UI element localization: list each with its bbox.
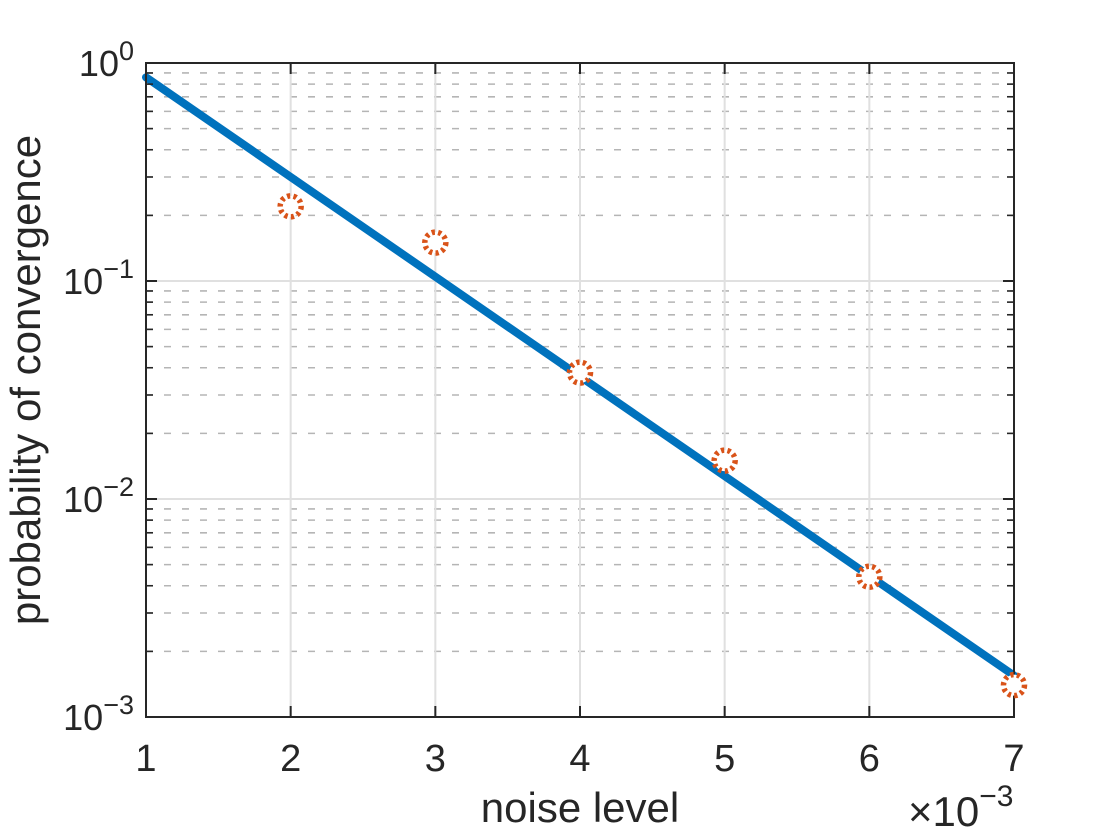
- x-axis-exponent-label: ×10−3: [908, 780, 1013, 835]
- axes-box: [145, 62, 1015, 718]
- data-point-marker: [566, 359, 594, 386]
- x-tick-label: 4: [569, 738, 590, 780]
- y-tick-labels: 100 10−1 10−2 10−3: [63, 36, 134, 738]
- y-tick-label: 10−2: [63, 472, 134, 520]
- y-tick-label: 10−1: [63, 254, 134, 302]
- x-tick-label: 6: [859, 738, 880, 780]
- x-tick-label: 7: [1003, 738, 1024, 780]
- data-point-marker: [856, 563, 883, 590]
- x-axis-label: noise level: [481, 784, 679, 831]
- y-axis-label: probability of convergence: [2, 135, 49, 625]
- x-tick-label: 2: [280, 738, 301, 780]
- x-tick-label: 1: [135, 738, 156, 780]
- data-point-marker: [422, 229, 449, 256]
- major-gridlines: [146, 63, 1014, 717]
- data-point-marker: [711, 447, 738, 474]
- x-tick-label: 5: [714, 738, 735, 780]
- x-tick-labels: 1 2 3 4 5 6 7: [135, 738, 1024, 780]
- data-point-marker: [1000, 671, 1028, 699]
- y-tick-label: 100: [79, 36, 134, 84]
- data-point-markers: [277, 193, 1028, 699]
- data-point-marker: [277, 193, 304, 220]
- x-tick-label: 3: [425, 738, 446, 780]
- y-tick-label: 10−3: [63, 690, 134, 738]
